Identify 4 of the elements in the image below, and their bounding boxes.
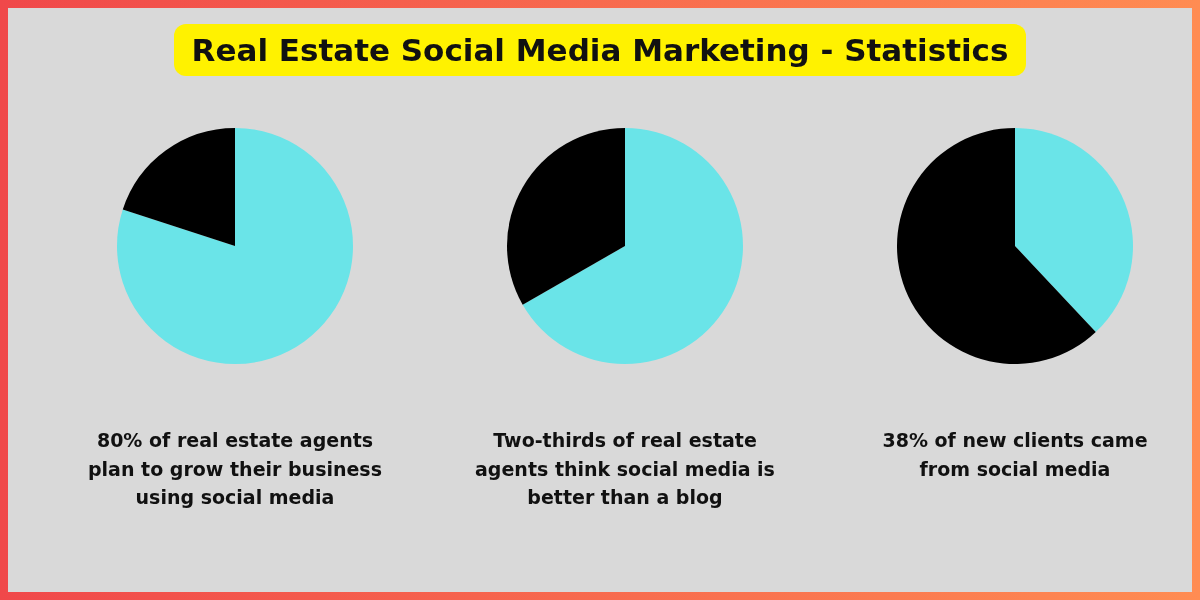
text: 80% of real estate agents plan to grow their business using social media (87, 428, 383, 510)
text: 38% of new clients came from social media (881, 428, 1149, 482)
text: Real Estate Social Media Marketing - Statistics (173, 24, 1027, 76)
text: Two-thirds of real estate agents think social media is better than a blog (475, 428, 775, 510)
